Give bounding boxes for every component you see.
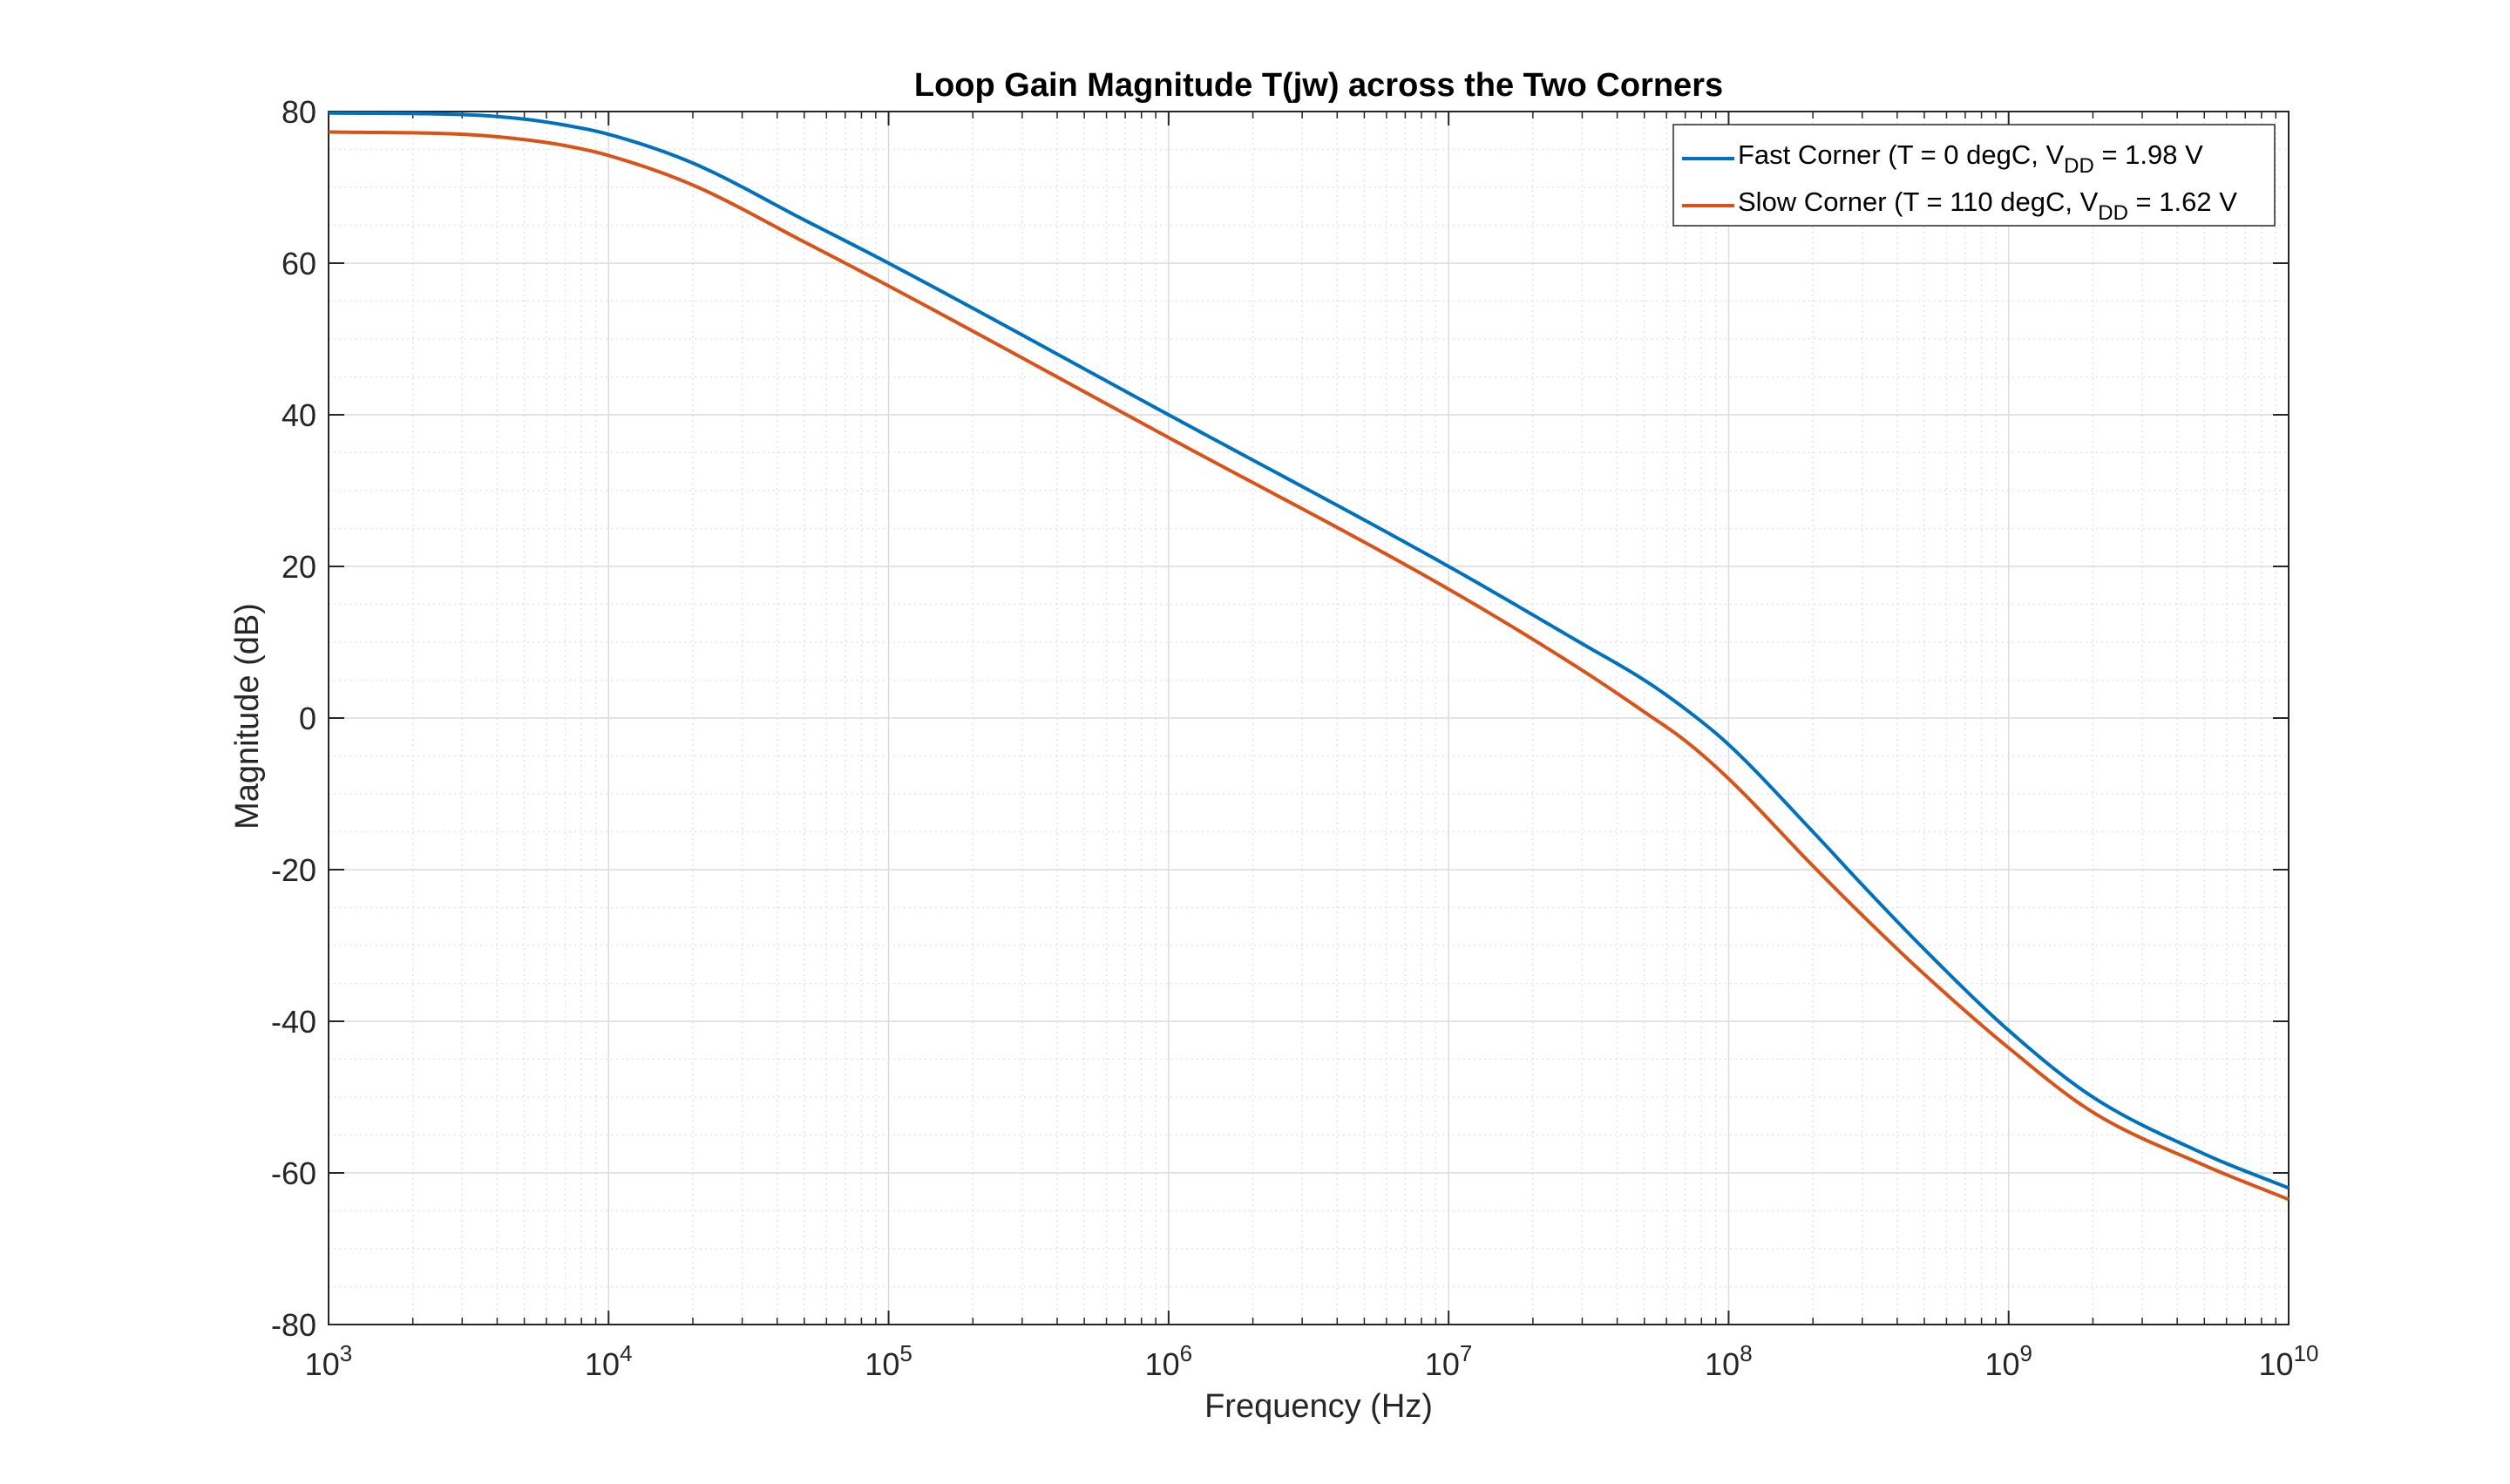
- chart-title: Loop Gain Magnitude T(jw) across the Two…: [914, 67, 1723, 104]
- y-tick-label: 80: [282, 94, 316, 130]
- legend-entry-label: Slow Corner (T = 110 degC, VDD = 1.62 V: [1738, 186, 2237, 225]
- y-tick-label: 0: [299, 701, 316, 736]
- x-axis-label: Frequency (Hz): [1204, 1388, 1433, 1425]
- x-tick-label: 105: [865, 1340, 912, 1382]
- y-tick-label: -80: [271, 1307, 316, 1343]
- x-tick-label: 109: [1984, 1340, 2032, 1382]
- x-tick-label: 106: [1145, 1340, 1193, 1382]
- y-tick-label: 20: [282, 549, 316, 585]
- y-tick-label: 60: [282, 246, 316, 281]
- x-tick-label: 1010: [2259, 1340, 2319, 1382]
- x-tick-label: 108: [1705, 1340, 1753, 1382]
- series-lines: [328, 111, 2290, 1202]
- y-tick-label: -40: [271, 1004, 316, 1040]
- legend: Fast Corner (T = 0 degC, VDD = 1.98 V Slo…: [1672, 124, 2276, 227]
- grid: [328, 111, 2290, 1325]
- series-line-fast-corner: [328, 111, 2290, 1190]
- x-tick-label: 104: [585, 1340, 633, 1382]
- y-tick-label: -60: [271, 1155, 316, 1191]
- axis-ticks: [328, 111, 2290, 1325]
- legend-box: [1672, 124, 2276, 227]
- series-line-slow-corner: [328, 130, 2290, 1202]
- tick-labels: 103 104 105 106 107 108 109 1010 80 60 40 20 0 -20 -40…: [271, 94, 2319, 1382]
- x-tick-label: 103: [305, 1340, 353, 1382]
- y-tick-label: 40: [282, 397, 316, 433]
- y-axis-label: Magnitude (dB): [229, 603, 266, 830]
- x-tick-label: 107: [1425, 1340, 1473, 1382]
- y-tick-label: -20: [271, 852, 316, 888]
- legend-entry-label: Fast Corner (T = 0 degC, VDD = 1.98 V: [1738, 139, 2203, 178]
